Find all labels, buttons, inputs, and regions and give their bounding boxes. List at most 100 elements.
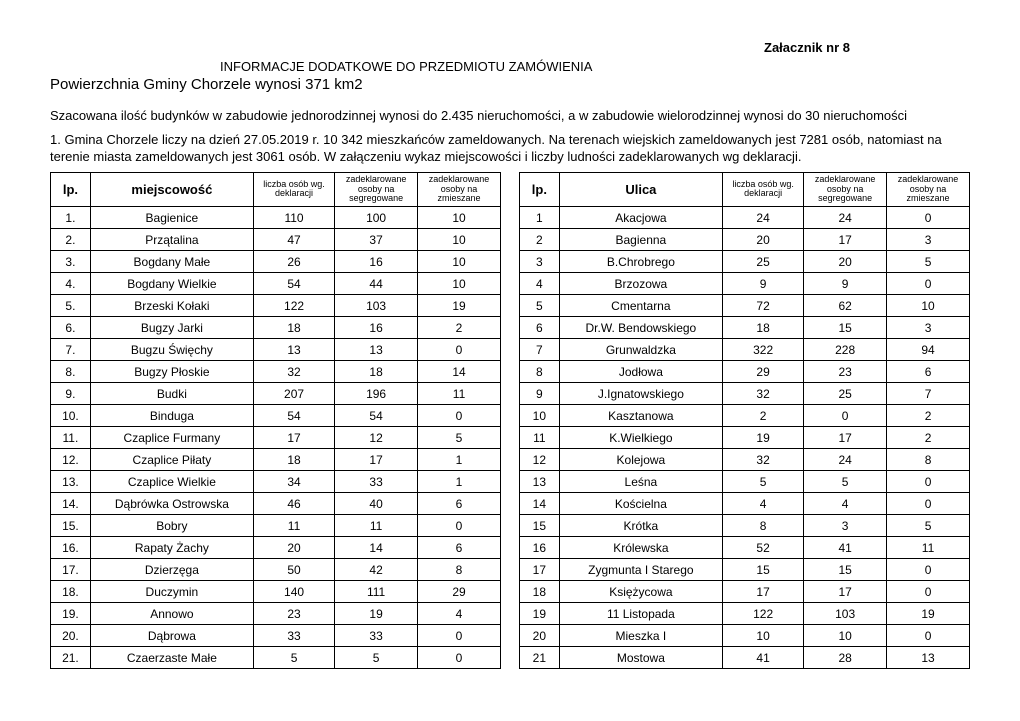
table-cell: 62 xyxy=(804,295,887,317)
table-cell: 24 xyxy=(723,207,804,229)
table-cell: 10. xyxy=(51,405,91,427)
table-cell: 4 xyxy=(804,493,887,515)
table-cell: 11 xyxy=(887,537,970,559)
table-row: 6.Bugzy Jarki18162 xyxy=(51,317,501,339)
table-row: 18Księżycowa17170 xyxy=(520,581,970,603)
table-cell: 13 xyxy=(253,339,334,361)
col-sub2: zadeklarowane osoby na segregowane xyxy=(335,172,418,207)
table-cell: 5. xyxy=(51,295,91,317)
table-cell: 18 xyxy=(723,317,804,339)
table-cell: 1 xyxy=(520,207,560,229)
table-row: 14Kościelna440 xyxy=(520,493,970,515)
table-cell: 7 xyxy=(520,339,560,361)
table-cell: 32 xyxy=(723,383,804,405)
table-cell: 196 xyxy=(335,383,418,405)
table-cell: Bugzy Płoskie xyxy=(90,361,253,383)
table-cell: 103 xyxy=(804,603,887,625)
table-cell: 14 xyxy=(418,361,501,383)
table-row: 7.Bugzu Święchy13130 xyxy=(51,339,501,361)
table-cell: 15 xyxy=(804,559,887,581)
table-cell: 140 xyxy=(253,581,334,603)
table-row: 11K.Wielkiego19172 xyxy=(520,427,970,449)
table-cell: Leśna xyxy=(559,471,722,493)
table-cell: 0 xyxy=(418,405,501,427)
table-cell: 44 xyxy=(335,273,418,295)
table-cell: Czaerzaste Małe xyxy=(90,647,253,669)
table-cell: Budki xyxy=(90,383,253,405)
table-cell: 5 xyxy=(520,295,560,317)
table-cell: 17 xyxy=(804,229,887,251)
table-cell: 33 xyxy=(253,625,334,647)
table-cell: 21 xyxy=(520,647,560,669)
table-cell: 13 xyxy=(887,647,970,669)
table-cell: 2 xyxy=(723,405,804,427)
table-cell: 7. xyxy=(51,339,91,361)
table-cell: 12. xyxy=(51,449,91,471)
table-cell: 33 xyxy=(335,471,418,493)
table-cell: 10 xyxy=(804,625,887,647)
table-cell: 0 xyxy=(418,339,501,361)
table-row: 2.Przątalina473710 xyxy=(51,229,501,251)
table-cell: Czaplice Piłaty xyxy=(90,449,253,471)
table-cell: 9 xyxy=(723,273,804,295)
table-cell: Brzeski Kołaki xyxy=(90,295,253,317)
table-cell: 16 xyxy=(335,251,418,273)
tables-container: lp. miejscowość liczba osób wg. deklarac… xyxy=(50,172,970,670)
table-cell: 122 xyxy=(723,603,804,625)
table-row: 20.Dąbrowa33330 xyxy=(51,625,501,647)
table-cell: 52 xyxy=(723,537,804,559)
table-row: 3.Bogdany Małe261610 xyxy=(51,251,501,273)
table-cell: Dzierzęga xyxy=(90,559,253,581)
table-cell: 94 xyxy=(887,339,970,361)
table-row: 12.Czaplice Piłaty18171 xyxy=(51,449,501,471)
table-cell: 3. xyxy=(51,251,91,273)
table-cell: 8 xyxy=(520,361,560,383)
table-cell: 15. xyxy=(51,515,91,537)
table-cell: Annowo xyxy=(90,603,253,625)
table-cell: 20 xyxy=(520,625,560,647)
table-row: 9.Budki20719611 xyxy=(51,383,501,405)
table-cell: Dr.W. Bendowskiego xyxy=(559,317,722,339)
table-cell: Binduga xyxy=(90,405,253,427)
table-cell: 4 xyxy=(418,603,501,625)
table-cell: 19 xyxy=(723,427,804,449)
table-cell: Czaplice Furmany xyxy=(90,427,253,449)
table-cell: 19 xyxy=(418,295,501,317)
table-row: 21Mostowa412813 xyxy=(520,647,970,669)
table-cell: 9 xyxy=(520,383,560,405)
table-row: 4.Bogdany Wielkie544410 xyxy=(51,273,501,295)
table-cell: 54 xyxy=(253,273,334,295)
table-cell: 6 xyxy=(887,361,970,383)
attachment-label: Załacznik nr 8 xyxy=(50,40,970,55)
table-row: 21.Czaerzaste Małe550 xyxy=(51,647,501,669)
table-cell: J.Ignatowskiego xyxy=(559,383,722,405)
table-cell: 17 xyxy=(253,427,334,449)
table-cell: 8 xyxy=(418,559,501,581)
table-cell: Królewska xyxy=(559,537,722,559)
table-cell: 0 xyxy=(887,493,970,515)
table-cell: 19 xyxy=(887,603,970,625)
col-sub2: zadeklarowane osoby na segregowane xyxy=(804,172,887,207)
table-cell: 0 xyxy=(887,559,970,581)
table-cell: 15 xyxy=(804,317,887,339)
table-cell: 17. xyxy=(51,559,91,581)
table-row: 1911 Listopada12210319 xyxy=(520,603,970,625)
table-cell: 46 xyxy=(253,493,334,515)
table-cell: 8. xyxy=(51,361,91,383)
table-cell: Bagienice xyxy=(90,207,253,229)
table-cell: 0 xyxy=(418,647,501,669)
col-lp: lp. xyxy=(520,172,560,207)
table-cell: 18. xyxy=(51,581,91,603)
table-cell: 29 xyxy=(418,581,501,603)
table-cell: 1. xyxy=(51,207,91,229)
table-cell: 18 xyxy=(253,449,334,471)
table-cell: 50 xyxy=(253,559,334,581)
table-cell: Kolejowa xyxy=(559,449,722,471)
table-cell: 20 xyxy=(253,537,334,559)
col-sub3: zadeklarowane osoby na zmieszane xyxy=(887,172,970,207)
table-cell: 12 xyxy=(335,427,418,449)
table-cell: 100 xyxy=(335,207,418,229)
table-cell: 10 xyxy=(418,251,501,273)
table-cell: 0 xyxy=(804,405,887,427)
table-row: 16.Rapaty Żachy20146 xyxy=(51,537,501,559)
